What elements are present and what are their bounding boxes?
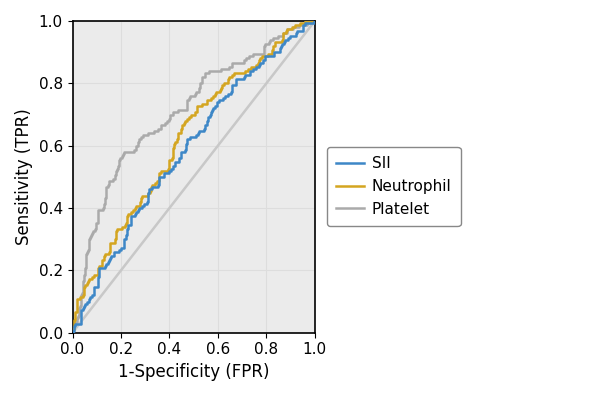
X-axis label: 1-Specificity (FPR): 1-Specificity (FPR) <box>118 363 269 381</box>
Y-axis label: Sensitivity (TPR): Sensitivity (TPR) <box>15 109 33 245</box>
Legend: SII, Neutrophil, Platelet: SII, Neutrophil, Platelet <box>328 147 461 226</box>
